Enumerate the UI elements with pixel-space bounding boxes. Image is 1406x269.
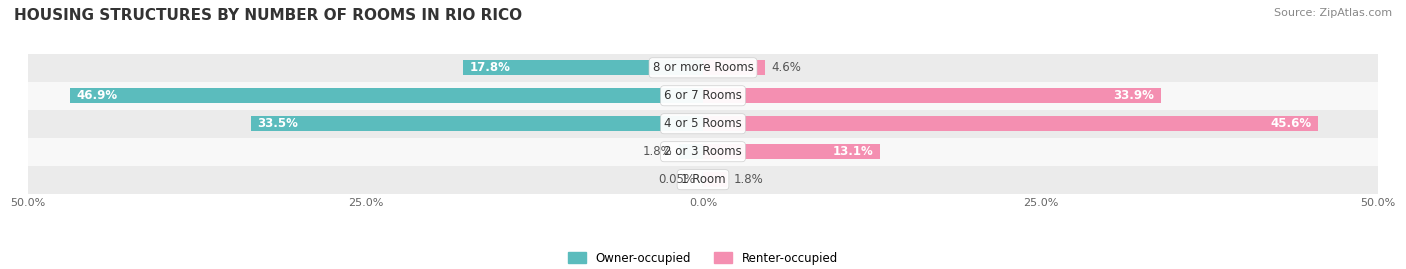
Bar xyxy=(703,116,1319,132)
Bar xyxy=(28,138,1378,166)
Bar xyxy=(250,116,703,132)
Bar xyxy=(703,88,1160,104)
Bar xyxy=(703,144,880,160)
Text: 13.1%: 13.1% xyxy=(832,145,873,158)
Text: 4.6%: 4.6% xyxy=(772,61,801,74)
Bar xyxy=(679,144,703,160)
Bar xyxy=(28,166,1378,194)
Text: 33.5%: 33.5% xyxy=(257,117,298,130)
Bar xyxy=(463,60,703,76)
Text: 2 or 3 Rooms: 2 or 3 Rooms xyxy=(664,145,742,158)
Text: 45.6%: 45.6% xyxy=(1271,117,1312,130)
Text: 1 Room: 1 Room xyxy=(681,173,725,186)
Text: 4 or 5 Rooms: 4 or 5 Rooms xyxy=(664,117,742,130)
Text: 8 or more Rooms: 8 or more Rooms xyxy=(652,61,754,74)
Text: 6 or 7 Rooms: 6 or 7 Rooms xyxy=(664,89,742,102)
Bar xyxy=(28,82,1378,110)
Text: HOUSING STRUCTURES BY NUMBER OF ROOMS IN RIO RICO: HOUSING STRUCTURES BY NUMBER OF ROOMS IN… xyxy=(14,8,522,23)
Legend: Owner-occupied, Renter-occupied: Owner-occupied, Renter-occupied xyxy=(568,252,838,265)
Bar xyxy=(28,110,1378,138)
Text: 46.9%: 46.9% xyxy=(77,89,118,102)
Bar xyxy=(703,60,765,76)
Text: 17.8%: 17.8% xyxy=(470,61,510,74)
Bar xyxy=(703,172,727,187)
Text: 1.8%: 1.8% xyxy=(734,173,763,186)
Text: 33.9%: 33.9% xyxy=(1114,89,1154,102)
Bar xyxy=(70,88,703,104)
Text: 1.8%: 1.8% xyxy=(643,145,672,158)
Text: Source: ZipAtlas.com: Source: ZipAtlas.com xyxy=(1274,8,1392,18)
Text: 0.05%: 0.05% xyxy=(658,173,696,186)
Bar xyxy=(28,54,1378,82)
